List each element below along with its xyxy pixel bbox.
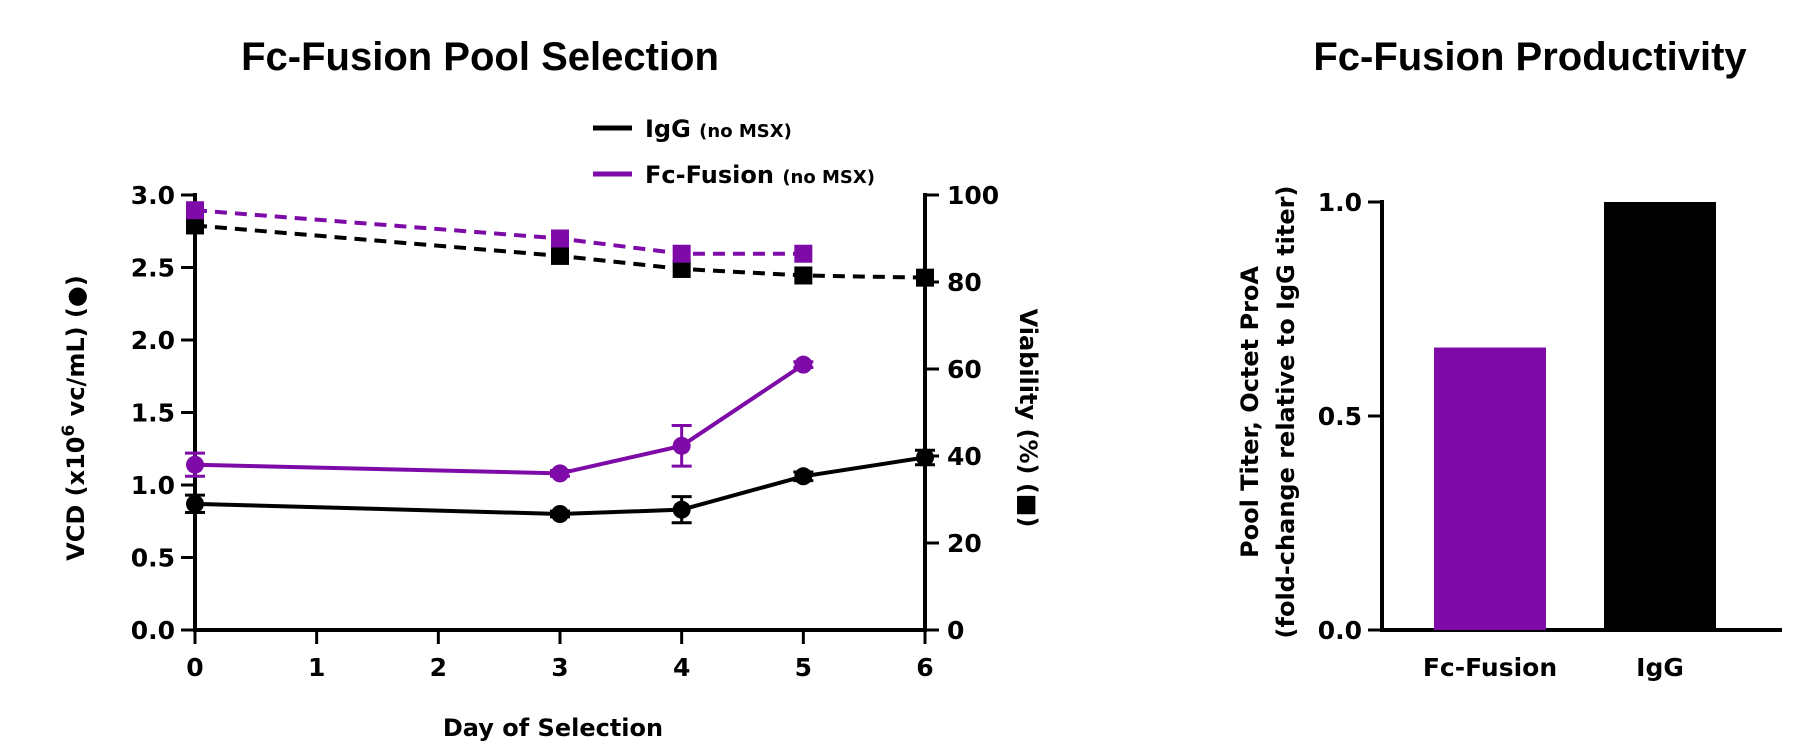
x-axis-label: Day of Selection: [443, 714, 663, 742]
x-tick-label: 4: [673, 653, 690, 682]
legend-label-fc-fusion: Fc-Fusion (no MSX): [645, 161, 875, 189]
data-point-fc-fusion-viability: [551, 229, 569, 248]
data-point-fc-fusion-viability: [794, 244, 813, 263]
bar-y-axis-label-line2: (fold-change relative to IgG titer): [1272, 186, 1300, 639]
bar-y-tick-label: 0.5: [1318, 402, 1362, 431]
data-point-igg-viability: [794, 266, 813, 285]
y2-tick-label: 40: [947, 442, 982, 471]
legend-label-igg: IgG (no MSX): [645, 115, 792, 143]
data-point-fc-fusion-vcd: [551, 464, 569, 483]
legend-suffix-igg: (no MSX): [699, 121, 792, 142]
y-tick-label: 2.0: [131, 326, 175, 355]
data-point-igg-viability: [916, 268, 934, 287]
bar-y-axis-label: Pool Titer, Octet ProA (fold-change relat…: [1236, 186, 1300, 639]
data-point-igg-viability: [551, 246, 569, 265]
y2-tick-label: 20: [947, 529, 982, 558]
bar-y-tick-label: 1.0: [1318, 188, 1362, 217]
data-point-fc-fusion-vcd: [672, 436, 691, 455]
bar-chart-title: Fc-Fusion Productivity: [1313, 35, 1747, 79]
y2-axis-label: Viability (%) (■): [1014, 309, 1042, 528]
y-tick-label: 1.0: [131, 471, 175, 500]
line-chart: Fc-Fusion Pool Selection IgG (no MSX) Fc…: [59, 35, 1042, 742]
x-tick-label: 5: [795, 653, 812, 682]
y-axis-label: VCD (x106 vc/mL) (●): [59, 275, 90, 561]
legend-name-igg: IgG: [645, 115, 691, 143]
y2-tick-label: 80: [947, 268, 982, 297]
data-point-igg-vcd: [672, 500, 691, 519]
legend-name-fc-fusion: Fc-Fusion: [645, 161, 774, 189]
data-point-igg-vcd: [916, 448, 934, 467]
data-point-fc-fusion-vcd: [794, 355, 813, 374]
line-chart-marks: [185, 201, 935, 525]
y-tick-label: 0.5: [131, 544, 175, 573]
y-tick-label: 0.0: [131, 616, 175, 645]
x-tick-label: 0: [186, 653, 203, 682]
y-axis-label-pre: VCD (x10: [62, 437, 90, 561]
bar-fc-fusion: [1434, 347, 1546, 630]
data-point-igg-viability: [672, 259, 691, 278]
data-point-igg-vcd: [186, 494, 204, 513]
line-chart-axes: 0 1 2 3 4 5 6 0.0 0.5 1.0 1.5 2.0 2.5 3.0 0 20 40 60 80 100: [131, 181, 999, 682]
line-chart-title: Fc-Fusion Pool Selection: [241, 35, 719, 79]
y-tick-label: 1.5: [131, 399, 175, 428]
x-tick-label: 6: [916, 653, 933, 682]
x-tick-label: 2: [430, 653, 447, 682]
y2-tick-label: 0: [947, 616, 964, 645]
data-point-fc-fusion-viability: [186, 201, 204, 220]
bar-y-axis-label-line1: Pool Titer, Octet ProA: [1236, 266, 1264, 558]
data-point-igg-vcd: [551, 505, 569, 523]
y-tick-label: 3.0: [131, 181, 175, 210]
x-tick-label: 3: [551, 653, 568, 682]
data-point-igg-vcd: [794, 467, 813, 486]
y-axis-label-post: vc/mL) (●): [62, 275, 90, 425]
data-point-igg-viability: [186, 216, 204, 235]
data-point-fc-fusion-viability: [672, 244, 691, 263]
bar-igg: [1604, 202, 1716, 630]
bar-category-label-fc-fusion: Fc-Fusion: [1423, 653, 1557, 682]
y2-tick-label: 100: [947, 181, 999, 210]
legend: IgG (no MSX) Fc-Fusion (no MSX): [593, 115, 875, 189]
x-tick-label: 1: [308, 653, 325, 682]
bar-chart: Fc-Fusion Productivity 0.0 0.5 1.0 Fc-Fusi…: [1236, 35, 1782, 682]
legend-suffix-fc-fusion: (no MSX): [782, 167, 875, 188]
series-line-fc-fusion-vcd: [194, 362, 805, 476]
bar-y-tick-label: 0.0: [1318, 616, 1362, 645]
y-axis-label-sup: 6: [59, 425, 79, 437]
series-line-fc-fusion-viability: [194, 208, 804, 256]
y-tick-label: 2.5: [131, 254, 175, 283]
bar-category-label-igg: IgG: [1636, 653, 1684, 682]
bar-chart-marks: Fc-Fusion IgG: [1423, 202, 1716, 682]
data-point-fc-fusion-vcd: [186, 455, 204, 474]
y2-tick-label: 60: [947, 355, 982, 384]
